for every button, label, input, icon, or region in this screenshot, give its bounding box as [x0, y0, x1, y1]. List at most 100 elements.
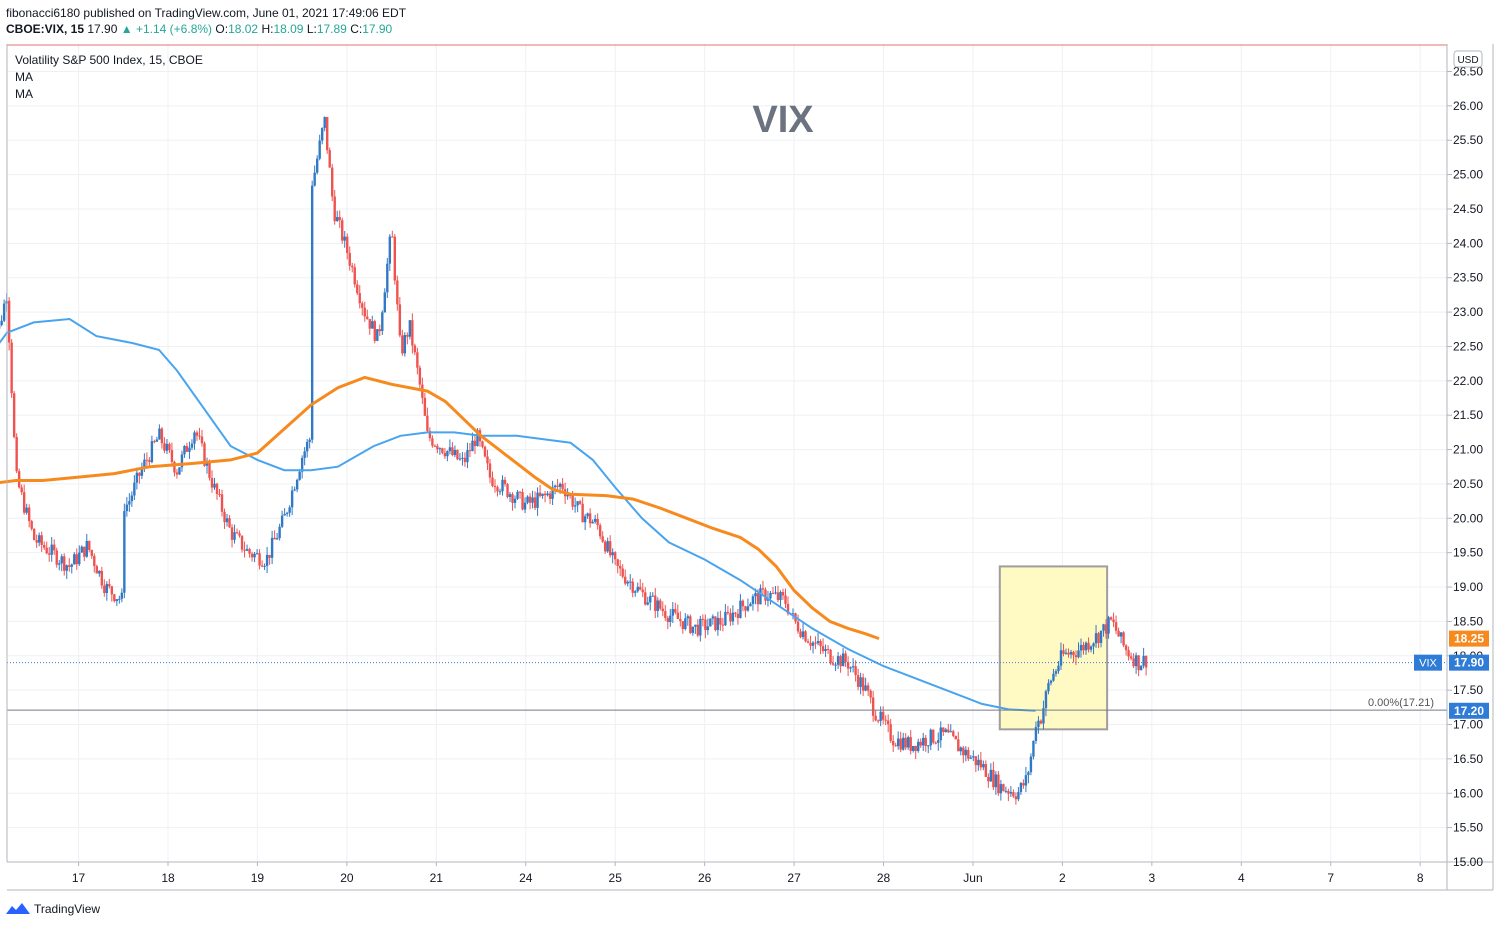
candle-body [441, 448, 444, 453]
x-tick-label: 2 [1059, 871, 1066, 885]
candle-body [401, 335, 404, 354]
candle-body [356, 284, 359, 294]
high-value: 18.09 [273, 22, 304, 36]
candle-body [25, 507, 28, 513]
x-tick-label: 17 [72, 871, 86, 885]
candle-body [318, 140, 321, 159]
candle-body [518, 491, 522, 493]
candle-body [1037, 720, 1040, 728]
candle-body [954, 735, 957, 740]
candle-body [1052, 673, 1055, 681]
candle-body [613, 552, 617, 560]
candle-body [711, 616, 715, 619]
candle-body [1119, 632, 1123, 637]
candle-body [188, 447, 191, 452]
candle-body [836, 656, 840, 665]
symbol-label: CBOE:VIX, 15 [6, 22, 85, 36]
candle-body [871, 697, 875, 716]
candle-body [135, 472, 139, 483]
x-tick-label: 19 [251, 871, 265, 885]
candle-body [128, 501, 131, 505]
vix-symbol-tag-text: VIX [1419, 658, 1437, 670]
candle-body [977, 759, 980, 766]
candle-body [769, 592, 772, 599]
candle-body [373, 321, 376, 341]
candle-body [386, 263, 389, 293]
currency-badge[interactable] [1453, 50, 1483, 68]
candle-body [85, 540, 88, 557]
last-price: 17.90 [87, 22, 118, 36]
candle-body [756, 593, 760, 605]
y-tick-label: 20.50 [1453, 477, 1483, 491]
candle-body [578, 501, 582, 504]
candle-body [463, 457, 467, 463]
candle-body [1082, 644, 1085, 651]
x-tick-label: 3 [1149, 871, 1156, 885]
candle-body [691, 626, 695, 633]
candle-body [1089, 646, 1093, 650]
candle-body [22, 492, 26, 513]
candle-body [125, 504, 129, 512]
footer-brand: TradingView [34, 902, 101, 916]
candle-body [811, 642, 815, 646]
candle-body [593, 518, 597, 522]
candle-body [346, 236, 349, 253]
candle-body [666, 617, 669, 622]
y-tick-label: 25.00 [1453, 168, 1483, 182]
candle-body [551, 487, 554, 499]
candle-body [310, 185, 314, 440]
candle-body [974, 756, 978, 766]
candle-body [937, 740, 940, 743]
candle-body [75, 554, 78, 565]
candle-body [15, 436, 18, 472]
x-tick-label: 20 [340, 871, 354, 885]
candle-body [396, 280, 399, 305]
y-axis-ticks: 26.50 26.00 25.50 25.00 24.50 24.00 23.50 23.00… [1447, 64, 1483, 869]
candle-body [148, 460, 151, 463]
x-tick-label: 8 [1417, 871, 1424, 885]
candle-body [265, 554, 269, 566]
candle-body [709, 618, 712, 627]
candle-body [751, 596, 755, 604]
candle-body [143, 459, 146, 468]
candle-body [325, 116, 329, 151]
y-tick-label: 21.50 [1453, 408, 1483, 422]
candle-body [636, 586, 639, 592]
candle-body [1134, 655, 1138, 667]
candle-body [541, 493, 544, 497]
candle-body [924, 737, 927, 746]
candle-body [942, 727, 945, 733]
candle-body [320, 128, 324, 141]
close-label: C: [350, 22, 363, 36]
candle-body [48, 553, 51, 555]
candle-body [10, 342, 13, 394]
candle-body [283, 513, 286, 516]
candle-body [631, 581, 634, 593]
chart-watermark: VIX [752, 99, 814, 141]
y-tick-label: 16.50 [1453, 752, 1483, 766]
candle-body [714, 616, 717, 631]
candle-body [436, 446, 439, 450]
candle-body [982, 764, 985, 768]
candle-body [53, 544, 56, 551]
candle-body [93, 555, 96, 567]
candle-body [476, 430, 479, 447]
candle-body [193, 432, 196, 444]
candle-body [583, 516, 587, 523]
candle-body [501, 479, 504, 492]
candle-body [997, 774, 1000, 794]
candle-body [957, 739, 960, 752]
candle-body [664, 611, 667, 618]
level-price-tag [1449, 702, 1489, 719]
candle-body [150, 441, 154, 463]
candle-body [558, 483, 562, 487]
candle-body [891, 740, 895, 746]
candle-body [1029, 756, 1033, 773]
candle-body [706, 626, 710, 631]
candle-body [972, 756, 975, 758]
candle-body [516, 491, 519, 499]
candle-body [849, 667, 852, 669]
candle-body [50, 544, 53, 555]
candle-body [989, 769, 993, 782]
